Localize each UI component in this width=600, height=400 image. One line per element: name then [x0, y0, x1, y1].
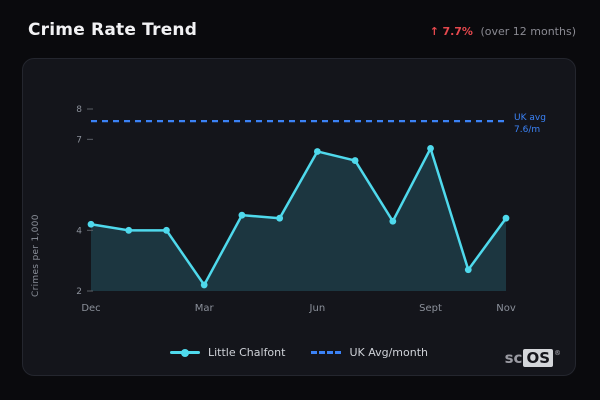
svg-text:4: 4	[76, 226, 82, 236]
chart-card: Crimes per 1,000 8 7 4 2 UK avg 7.6/m Dec Mar Ju…	[22, 58, 576, 376]
y-axis-label: Crimes per 1,000	[31, 214, 41, 297]
registered-mark: ®	[554, 349, 561, 357]
legend-item-little-chalfont[interactable]: Little Chalfont	[169, 346, 286, 359]
svg-text:Sept: Sept	[419, 303, 442, 314]
up-arrow-icon: ↑	[429, 25, 439, 38]
svg-text:7: 7	[76, 135, 82, 145]
svg-text:8: 8	[76, 105, 82, 115]
chart-legend: Little Chalfont UK Avg/month	[23, 346, 575, 359]
delta-value: 7.7%	[442, 25, 473, 38]
svg-text:Mar: Mar	[195, 303, 215, 314]
legend-label: UK Avg/month	[349, 346, 428, 359]
trend-delta: ↑ 7.7% (over 12 months)	[430, 25, 576, 38]
solid-line-icon	[169, 348, 200, 357]
dashed-line-icon	[311, 351, 342, 354]
svg-text:Nov: Nov	[496, 303, 516, 314]
logo-prefix: sc	[504, 349, 523, 367]
legend-label: Little Chalfont	[207, 346, 286, 359]
page-title: Crime Rate Trend	[28, 20, 198, 40]
crime-trend-chart[interactable]: 8 7 4 2 UK avg 7.6/m Dec Mar Jun Sept Nov	[49, 95, 563, 331]
page-header: Crime Rate Trend ↑ 7.7% (over 12 months)	[28, 20, 576, 40]
svg-text:7.6/m: 7.6/m	[514, 125, 540, 135]
svg-text:Jun: Jun	[309, 303, 326, 314]
delta-note: (over 12 months)	[480, 25, 576, 38]
svg-text:UK avg: UK avg	[514, 113, 546, 123]
svg-text:Dec: Dec	[81, 303, 100, 314]
legend-item-uk-avg[interactable]: UK Avg/month	[311, 346, 428, 359]
svg-text:2: 2	[76, 287, 82, 297]
scos-logo: sc OS ®	[505, 349, 561, 367]
logo-os-box: OS	[523, 349, 553, 367]
